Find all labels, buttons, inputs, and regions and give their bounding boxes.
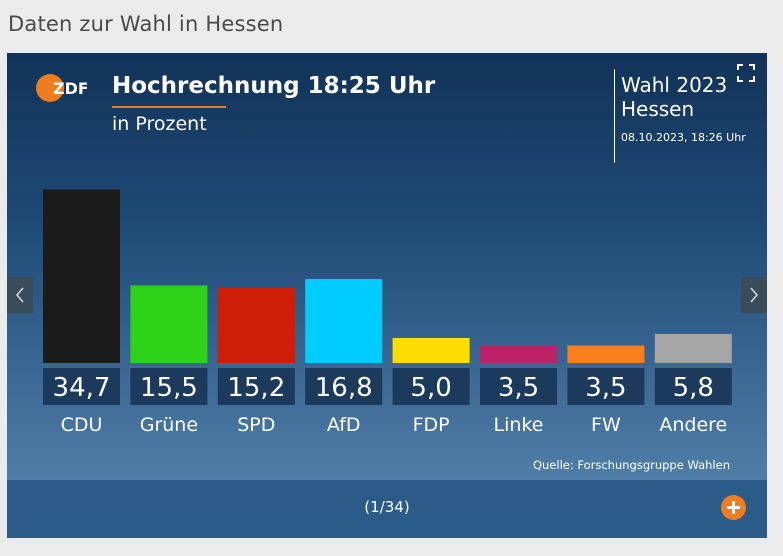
- value-box: [43, 368, 120, 405]
- value-label: 16,8: [315, 373, 373, 403]
- election-state: Hessen: [621, 97, 695, 121]
- bar-cdu: [43, 189, 120, 363]
- slide-footer: (1/34): [7, 480, 767, 538]
- prev-slide-button[interactable]: [7, 277, 33, 313]
- slide-pager: (1/34): [364, 498, 410, 516]
- category-label: FW: [591, 414, 621, 436]
- source-note: Quelle: Forschungsgruppe Wahlen: [532, 458, 730, 472]
- zdf-logo-text: ZDF: [53, 79, 87, 98]
- value-box: [217, 368, 295, 405]
- value-label: 3,5: [585, 373, 626, 403]
- bar-afd: [305, 279, 383, 363]
- category-label: Grüne: [140, 414, 198, 436]
- bar-fdp: [392, 338, 470, 363]
- bar-spd: [217, 287, 295, 363]
- bar-chart: 34,7 CDU 15,5 Grüne 15,2 SPD 16,8 AfD 5,0 FDP 3,5 L…: [43, 189, 732, 436]
- category-label: AfD: [327, 414, 361, 436]
- zdf-logo: ZDF: [36, 74, 87, 102]
- value-label: 3,5: [498, 373, 539, 403]
- header-divider: [614, 69, 615, 163]
- chevron-left-icon: [15, 287, 24, 303]
- category-label: SPD: [237, 414, 275, 436]
- value-box: [392, 368, 470, 405]
- election-info: Wahl 2023 Hessen: [621, 73, 727, 121]
- value-label: 5,0: [410, 373, 451, 403]
- bar-grüne: [130, 285, 208, 363]
- category-label: Andere: [659, 414, 727, 436]
- chart-subtitle: in Prozent: [112, 113, 207, 135]
- value-label: 15,2: [227, 373, 285, 403]
- category-label: FDP: [413, 414, 450, 436]
- bar-andere: [654, 334, 732, 363]
- value-label: 34,7: [53, 373, 111, 403]
- value-box: [654, 368, 732, 405]
- value-box: [305, 368, 383, 405]
- fullscreen-icon[interactable]: [736, 63, 756, 83]
- bar-linke: [480, 345, 557, 363]
- value-box: [567, 368, 645, 405]
- value-box: [130, 368, 208, 405]
- bar-fw: [567, 345, 645, 363]
- more-button[interactable]: [721, 495, 746, 520]
- value-label: 5,8: [673, 373, 714, 403]
- page-heading: Daten zur Wahl in Hessen: [8, 12, 284, 36]
- value-box: [480, 368, 557, 405]
- election-name: Wahl 2023: [621, 73, 728, 97]
- chart-slide: ZDF Hochrechnung 18:25 Uhr in Prozent Wa…: [7, 53, 767, 480]
- chart-title: Hochrechnung 18:25 Uhr: [112, 73, 436, 99]
- title-underline: [112, 106, 226, 108]
- category-label: Linke: [494, 414, 544, 436]
- next-slide-button[interactable]: [741, 277, 767, 313]
- category-label: CDU: [61, 414, 103, 436]
- value-label: 15,5: [140, 373, 198, 403]
- chevron-right-icon: [750, 287, 759, 303]
- plus-icon-vertical: [732, 501, 735, 514]
- timestamp: 08.10.2023, 18:26 Uhr: [621, 131, 746, 144]
